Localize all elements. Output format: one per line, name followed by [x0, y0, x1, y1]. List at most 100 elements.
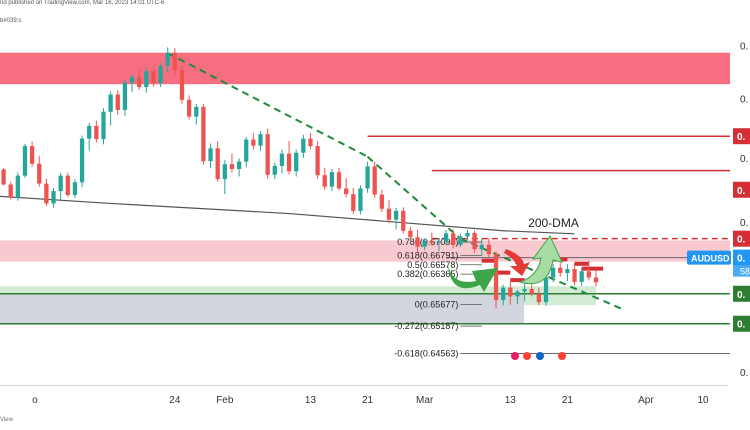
candle: [51, 187, 56, 208]
candle: [593, 269, 599, 287]
price-level-label: 0.: [737, 320, 746, 331]
candle: [493, 251, 499, 309]
x-tick-label: Apr: [638, 395, 654, 406]
candle: [422, 238, 427, 251]
us-flag-icon: [558, 352, 566, 360]
candle: [558, 262, 563, 277]
countdown-tag: [733, 265, 750, 277]
candle: [186, 95, 192, 120]
breakout-marker: [574, 261, 589, 266]
candle: [151, 66, 156, 87]
candle: [322, 167, 327, 190]
candle: [550, 264, 556, 283]
candle: [65, 172, 70, 197]
price-level-label: 0.: [737, 254, 746, 265]
footer-brand: View: [0, 417, 13, 423]
candle: [8, 181, 13, 200]
y-tick-label: 0.: [740, 95, 748, 106]
price-level-tag: [733, 181, 750, 198]
candle: [58, 173, 63, 201]
candle: [451, 229, 456, 249]
candle: [72, 179, 78, 198]
candle: [515, 289, 520, 304]
candle: [236, 158, 242, 177]
candle: [472, 230, 477, 253]
candle: [279, 149, 285, 174]
candle: [129, 74, 135, 92]
candle: [401, 207, 406, 234]
candle: [122, 79, 128, 116]
candle: [522, 282, 527, 302]
fib-label: 0.382(0.66365): [397, 269, 458, 279]
candle: [436, 237, 442, 252]
x-tick-label: 13: [505, 395, 517, 406]
candle: [208, 143, 213, 169]
event-icon: [523, 352, 531, 360]
ma-200-line: [0, 195, 575, 235]
fib-label: 0(0.65677): [415, 299, 459, 309]
candle: [87, 122, 92, 151]
x-tick-label: o: [32, 395, 38, 406]
breakout-marker: [510, 278, 525, 283]
candle: [393, 207, 399, 230]
green-up-arrow-icon: [518, 235, 563, 285]
candle: [251, 132, 256, 150]
candle: [365, 161, 370, 193]
y-tick-label: 0.: [740, 154, 748, 165]
green-arrow-icon: [448, 264, 498, 292]
candle: [486, 237, 492, 258]
candle: [115, 90, 120, 115]
candle: [29, 141, 35, 167]
candle: [415, 229, 420, 253]
candle: [572, 262, 577, 285]
event-icon: [511, 352, 519, 360]
x-tick-label: 21: [562, 395, 574, 406]
published-header: nd published on TradingView.com, Mar 16,…: [0, 0, 165, 6]
candle: [286, 140, 292, 175]
candle: [201, 103, 206, 165]
candle: [1, 168, 6, 186]
countdown-label: 58: [740, 267, 750, 277]
candle: [301, 134, 306, 159]
candle: [15, 172, 20, 201]
zone-pink: [0, 240, 730, 262]
x-tick-label: 24: [169, 395, 181, 406]
candle: [37, 155, 42, 187]
candle: [429, 232, 434, 246]
candle: [94, 120, 99, 143]
candle: [458, 233, 463, 248]
candle: [258, 131, 263, 151]
candle: [501, 284, 506, 306]
candle: [229, 153, 235, 173]
x-tick-label: 21: [362, 395, 374, 406]
candle: [351, 187, 356, 214]
breakout-marker: [488, 270, 511, 275]
candle: [565, 264, 570, 281]
candle: [158, 62, 163, 88]
candle: [265, 128, 270, 179]
candle: [386, 200, 392, 224]
candle: [101, 108, 106, 145]
price-level-tag: [733, 315, 750, 332]
candle: [244, 136, 249, 168]
trendline: [167, 52, 369, 158]
candle: [465, 229, 470, 241]
candle: [479, 238, 484, 256]
fib-label: 0.786(0.67093): [397, 237, 458, 247]
price-level-tag: [733, 285, 750, 302]
candle: [308, 132, 313, 150]
candle: [294, 149, 299, 177]
trendline: [366, 155, 462, 240]
y-tick-label: 0.: [740, 368, 748, 379]
price-level-tag: [733, 249, 750, 266]
candle: [329, 169, 335, 192]
candle: [137, 69, 142, 90]
price-level-tag: [733, 230, 750, 247]
price-level-tag: [733, 128, 750, 145]
candle: [44, 178, 49, 207]
candle: [508, 281, 513, 305]
candle: [536, 287, 542, 306]
breakout-marker: [581, 266, 604, 271]
price-level-label: 0.: [737, 132, 746, 143]
